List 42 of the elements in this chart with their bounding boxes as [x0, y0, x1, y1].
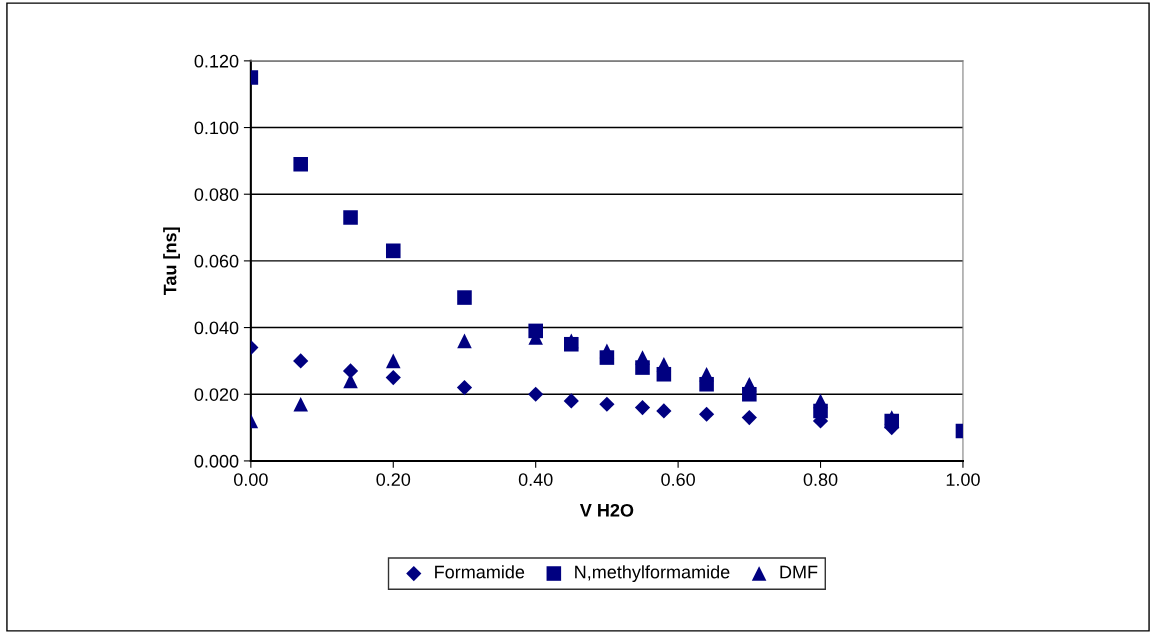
y-tick-label: 0.040 — [194, 321, 239, 335]
point — [385, 353, 401, 369]
point — [343, 210, 358, 225]
point — [742, 386, 757, 402]
y-tick-label: 0.060 — [194, 254, 239, 268]
x-tick-label: 0.00 — [233, 473, 268, 486]
x-tick-label: 0.80 — [803, 473, 838, 486]
y-tick-label: 0.020 — [194, 388, 239, 401]
x-tick-label: 0.20 — [376, 473, 411, 486]
point — [634, 399, 651, 416]
point — [293, 156, 308, 172]
point — [741, 409, 757, 426]
point — [342, 363, 359, 379]
point — [698, 406, 715, 422]
point — [385, 243, 401, 259]
x-axis-title: V H2O — [579, 503, 634, 517]
point — [456, 379, 473, 396]
point — [699, 376, 714, 392]
legend-label: DMF — [780, 565, 818, 579]
point — [457, 333, 472, 349]
x-tick-label: 1.00 — [946, 473, 980, 486]
point — [599, 350, 615, 365]
point — [599, 396, 615, 412]
legend-label: N,methylformamide — [575, 565, 730, 583]
point — [635, 360, 650, 375]
point — [528, 323, 543, 339]
y-tick-label: 0.120 — [194, 54, 239, 68]
y-tick-label: 0.100 — [194, 121, 239, 135]
point — [457, 290, 472, 305]
point — [293, 353, 309, 369]
point — [385, 369, 401, 386]
y-tick-label: 0.080 — [194, 188, 239, 201]
y-tick-label: 0.000 — [194, 454, 239, 468]
point — [656, 403, 672, 419]
point — [563, 393, 579, 409]
point — [528, 386, 544, 402]
point — [656, 366, 672, 382]
x-tick-label: 0.60 — [661, 473, 695, 486]
legend-label: Formamide — [435, 565, 525, 579]
y-axis-title: Tau [ns] — [163, 227, 180, 296]
point — [293, 396, 308, 412]
x-tick-label: 0.40 — [518, 473, 553, 486]
